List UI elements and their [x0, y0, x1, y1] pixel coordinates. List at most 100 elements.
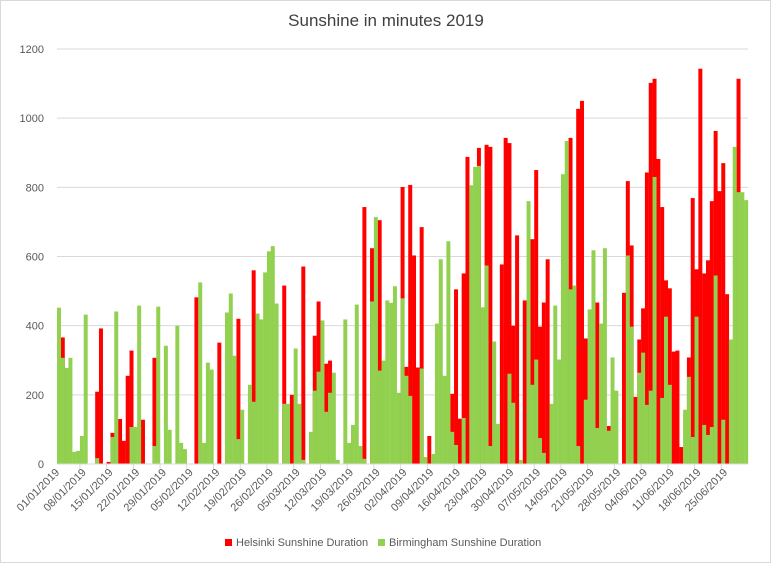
birmingham-bar [381, 360, 386, 464]
helsinki-bar [377, 220, 382, 464]
birmingham-bar [76, 450, 81, 464]
birmingham-bar [228, 293, 233, 464]
birmingham-bar [156, 306, 161, 464]
helsinki-bar [675, 350, 680, 464]
helsinki-bar [95, 391, 100, 464]
helsinki-bar [541, 302, 546, 464]
birmingham-bar [320, 320, 325, 464]
birmingham-bar [625, 255, 630, 464]
helsinki-bar [534, 170, 539, 465]
birmingham-bar [560, 174, 565, 464]
helsinki-bar [709, 201, 714, 465]
helsinki-bar [465, 156, 470, 464]
birmingham-bar [282, 403, 287, 464]
birmingham-bar [263, 272, 268, 464]
birmingham-bar [541, 452, 546, 464]
helsinki-bar [194, 297, 199, 464]
birmingham-bar [175, 325, 180, 464]
birmingham-bar [694, 316, 699, 464]
birmingham-bar [606, 430, 611, 464]
helsinki-bar [289, 394, 294, 464]
birmingham-bar [209, 369, 214, 464]
birmingham-bar [129, 427, 134, 464]
birmingham-bar [64, 367, 69, 464]
legend-swatch-helsinki [225, 539, 232, 546]
helsinki-bar [522, 300, 527, 464]
legend: Helsinki Sunshine Duration Birmingham Su… [225, 537, 541, 549]
birmingham-bar [461, 418, 466, 464]
birmingham-bar [728, 339, 733, 464]
helsinki-bar [721, 163, 726, 465]
birmingham-bar [473, 166, 478, 464]
birmingham-bar [358, 446, 363, 464]
birmingham-bar [450, 431, 455, 464]
birmingham-bar [343, 319, 348, 464]
birmingham-bar [740, 192, 745, 464]
birmingham-bar [652, 176, 657, 464]
birmingham-bar [198, 282, 203, 464]
birmingham-bar [595, 428, 600, 464]
birmingham-bar [446, 241, 451, 464]
helsinki-bar [545, 259, 550, 464]
birmingham-bar [163, 345, 168, 464]
birmingham-bar [591, 250, 596, 464]
birmingham-bar [179, 442, 184, 464]
birmingham-bar [744, 200, 749, 464]
birmingham-bar [308, 431, 313, 464]
birmingham-bar [576, 446, 581, 464]
birmingham-bar [362, 458, 367, 464]
birmingham-bar [587, 309, 592, 464]
helsinki-bar [450, 393, 455, 464]
birmingham-bar [686, 376, 691, 464]
birmingham-bar [721, 419, 726, 464]
birmingham-bar [95, 458, 100, 464]
birmingham-bar [732, 146, 737, 464]
helsinki-bar [251, 270, 256, 464]
y-tick-label: 1200 [20, 44, 44, 56]
birmingham-bar [549, 403, 554, 464]
helsinki-bar [595, 302, 600, 464]
birmingham-bar [373, 217, 378, 464]
helsinki-bar [538, 326, 542, 464]
birmingham-bar [152, 446, 157, 464]
helsinki-bar [725, 294, 730, 464]
birmingham-bar [400, 298, 405, 464]
birmingham-bar [354, 304, 359, 464]
helsinki-bar [408, 184, 413, 464]
helsinki-bar [427, 435, 432, 464]
helsinki-bar [671, 351, 676, 464]
birmingham-bar [476, 165, 481, 464]
birmingham-bar [434, 323, 439, 464]
birmingham-bar [484, 265, 489, 464]
y-tick-label: 600 [26, 252, 44, 264]
birmingham-bar [385, 300, 390, 464]
birmingham-bar [553, 305, 558, 464]
birmingham-bar [438, 259, 443, 464]
helsinki-bar [648, 82, 653, 464]
legend-label-birmingham: Birmingham Sunshine Duration [389, 537, 541, 549]
y-tick-label: 200 [26, 390, 44, 402]
birmingham-bar [247, 384, 252, 464]
birmingham-bar [736, 192, 741, 464]
birmingham-bar [331, 372, 336, 464]
birmingham-bar [114, 311, 119, 464]
birmingham-bar [60, 357, 65, 464]
birmingham-bar [431, 453, 436, 464]
birmingham-bar [57, 307, 61, 464]
birmingham-bar [324, 411, 329, 464]
helsinki-bar [488, 146, 493, 464]
helsinki-bar [415, 367, 420, 464]
helsinki-bar [118, 419, 123, 464]
birmingham-bar [690, 437, 695, 464]
y-axis-ticks: 0 200 400 600 800 1000 1200 [20, 44, 44, 471]
birmingham-bar [259, 319, 264, 464]
birmingham-bar [167, 429, 172, 464]
birmingham-bar [423, 457, 428, 464]
birmingham-bar [350, 424, 355, 464]
birmingham-bar [706, 434, 710, 464]
y-tick-label: 1000 [20, 113, 44, 125]
birmingham-bar [713, 275, 718, 464]
helsinki-bar [503, 137, 508, 464]
birmingham-bar [251, 401, 256, 464]
